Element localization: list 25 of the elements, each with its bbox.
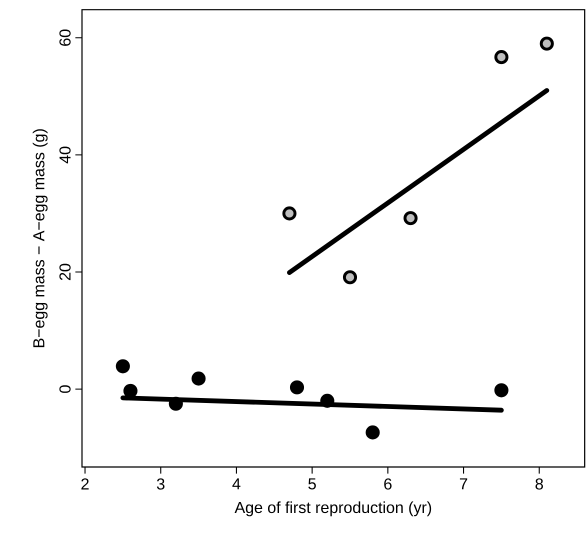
point [168, 396, 183, 411]
y-tick-label: 60 [59, 30, 71, 46]
y-tick-label: 0 [59, 385, 71, 393]
x-tick-label: 3 [156, 478, 164, 490]
x-axis-title: Age of first reproduction (yr) [234, 501, 432, 516]
x-tick-label: 4 [232, 478, 240, 490]
x-tick-label: 5 [308, 478, 316, 490]
y-tick-label: 20 [59, 264, 71, 280]
point [342, 270, 358, 284]
point [404, 211, 418, 226]
point [320, 394, 334, 408]
x-tick-label: 2 [81, 478, 89, 490]
x-tick-label: 7 [460, 478, 468, 490]
y-tick-label: 40 [59, 146, 71, 164]
point [116, 359, 130, 374]
point [494, 383, 508, 398]
y-axis-title: B−egg mass − A−egg mass (g) [32, 129, 48, 348]
point [494, 50, 508, 64]
point [282, 206, 296, 220]
x-tick-label: 8 [536, 478, 543, 490]
point [192, 372, 206, 386]
x-tick-label: 6 [384, 478, 392, 490]
point [366, 425, 380, 440]
point [290, 380, 304, 394]
point [123, 384, 138, 398]
